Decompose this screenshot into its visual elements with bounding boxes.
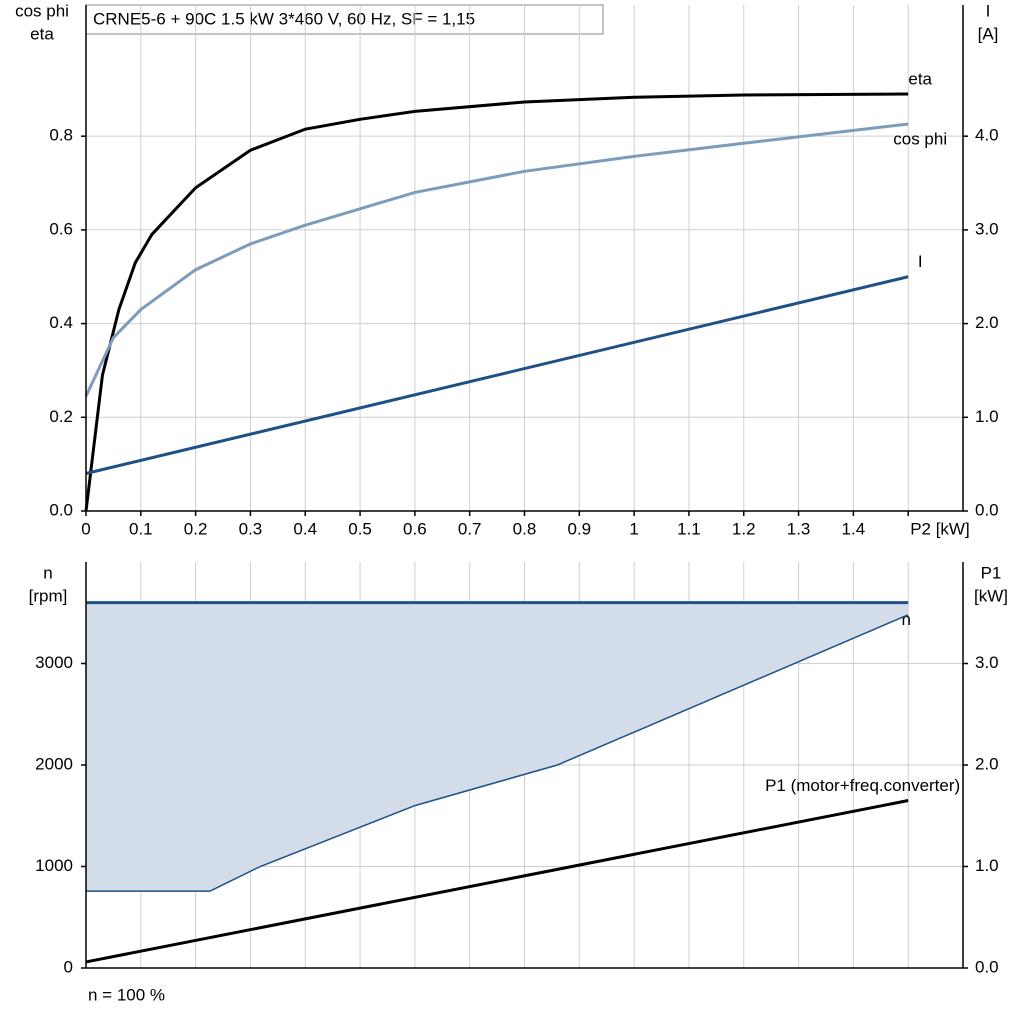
title-box (85, 4, 604, 35)
x-tick-label: 0.2 (184, 519, 208, 538)
x-tick-label: 0.8 (513, 519, 537, 538)
y2-tick-label: 1.0 (975, 856, 999, 875)
y2-axis-label: I (986, 1, 991, 20)
series-label: P1 (motor+freq.converter) (765, 776, 960, 795)
x-tick-label: 0.7 (458, 519, 482, 538)
y2-axis-label: P1 (981, 563, 1002, 582)
series-label: cos phi (893, 129, 947, 148)
y2-tick-label: 3.0 (975, 653, 999, 672)
series-line (86, 614, 909, 892)
x-tick-label: P2 [kW] (910, 519, 970, 538)
series-line (85, 799, 909, 964)
x-tick-label: 0 (81, 519, 90, 538)
x-tick-label: 1.2 (732, 519, 756, 538)
x-tick-label: 1 (629, 519, 638, 538)
y2-tick-label: 1.0 (975, 407, 999, 426)
series-label: I (918, 252, 923, 271)
y2-axis-label: [kW] (974, 586, 1008, 605)
y2-axis-label: [A] (978, 24, 999, 43)
y-axis-label: [rpm] (29, 586, 68, 605)
series-label: eta (908, 70, 932, 89)
x-tick-label: 1.1 (677, 519, 701, 538)
y2-tick-label: 2.0 (975, 313, 999, 332)
y-tick-label: 2000 (35, 754, 73, 773)
y2-tick-label: 4.0 (975, 126, 999, 145)
series-line (84, 92, 909, 512)
y-tick-label: 1000 (35, 856, 73, 875)
y-tick-label: 3000 (35, 653, 73, 672)
y-tick-label: 0.6 (49, 219, 73, 238)
y-tick-label: 0 (64, 957, 73, 976)
y-tick-label: 0.8 (49, 126, 73, 145)
series-line (84, 122, 909, 397)
x-tick-label: 1.4 (842, 519, 866, 538)
y-axis-label: eta (30, 24, 54, 43)
y2-tick-label: 0.0 (975, 500, 999, 519)
speed-range-area (86, 602, 909, 892)
x-tick-label: 0.1 (129, 519, 153, 538)
x-tick-label: 0.4 (293, 519, 317, 538)
y-axis-label: cos phi (15, 1, 69, 20)
y2-tick-label: 0.0 (975, 957, 999, 976)
y-axis-label: n (43, 563, 52, 582)
series-line (85, 275, 909, 475)
note: n = 100 % (88, 985, 165, 1004)
x-tick-label: 0.9 (567, 519, 591, 538)
y2-tick-label: 2.0 (975, 754, 999, 773)
chart-title: CRNE5-6 + 90C 1.5 kW 3*460 V, 60 Hz, SF … (93, 9, 475, 28)
x-tick-label: 1.3 (787, 519, 811, 538)
y2-tick-label: 3.0 (975, 219, 999, 238)
x-tick-label: 0.3 (239, 519, 263, 538)
y-tick-label: 0.2 (49, 407, 73, 426)
x-tick-label: 0.5 (348, 519, 372, 538)
y-tick-label: 0.4 (49, 313, 73, 332)
series-label: n (901, 610, 910, 629)
x-tick-label: 0.6 (403, 519, 427, 538)
y-tick-label: 0.0 (49, 500, 73, 519)
